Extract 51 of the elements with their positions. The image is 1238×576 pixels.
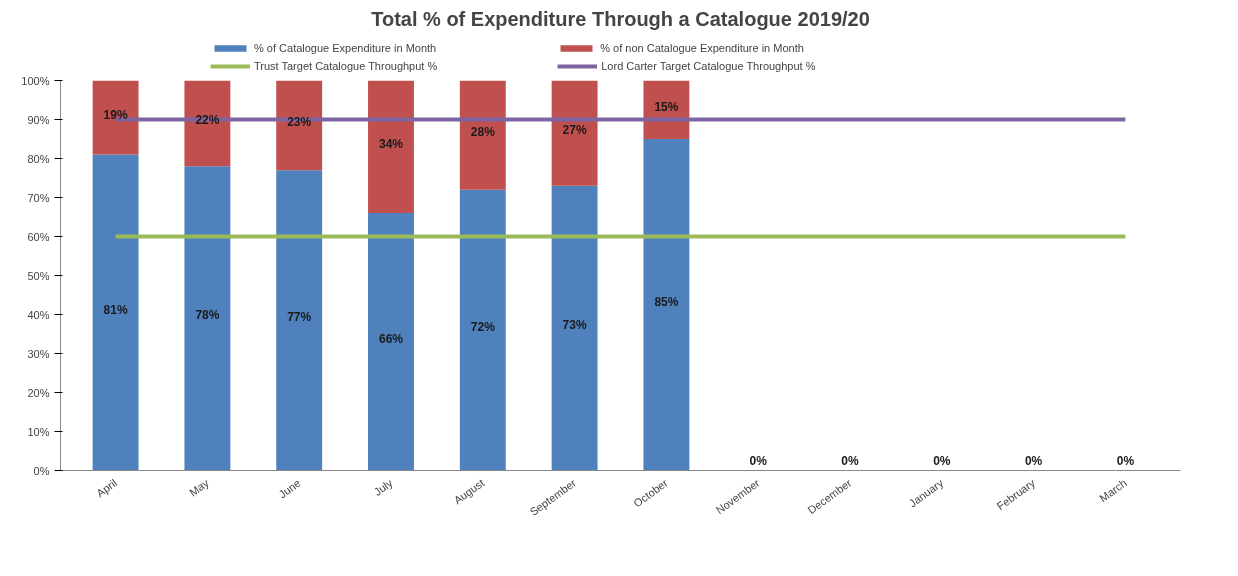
y-tick-label: 90% <box>27 113 50 126</box>
x-tick-label: June <box>276 476 303 501</box>
chart-title: Total % of Expenditure Through a Catalogue 2019/20 <box>371 7 870 30</box>
bar <box>184 166 231 471</box>
x-tick-label: July <box>371 476 395 498</box>
legend-label: % of Catalogue Expenditure in Month <box>254 42 437 54</box>
data-label: 27% <box>562 123 587 138</box>
bar <box>459 80 506 190</box>
data-label: 78% <box>195 308 220 323</box>
y-tick-label: 60% <box>27 230 50 243</box>
data-label: 22% <box>195 113 220 128</box>
legend-label: Trust Target Catalogue Throughput % <box>254 60 438 72</box>
y-tick-label: 0% <box>33 464 50 477</box>
bar <box>368 213 414 471</box>
data-label: 0% <box>841 453 860 468</box>
bar <box>368 80 414 214</box>
bar <box>551 185 598 471</box>
y-tick-label: 100% <box>21 74 50 87</box>
data-label: 73% <box>562 318 587 333</box>
data-label: 72% <box>470 320 496 335</box>
y-tick-label: 70% <box>27 191 50 204</box>
y-tick-label: 20% <box>27 386 50 399</box>
data-label: 81% <box>103 302 128 317</box>
data-label: 0% <box>1116 453 1135 468</box>
data-label: 19% <box>103 107 128 122</box>
bar <box>276 80 323 171</box>
bar <box>643 139 690 471</box>
data-label: 15% <box>654 99 679 114</box>
data-label: 77% <box>287 310 312 325</box>
data-label: 0% <box>749 453 768 468</box>
bar <box>459 189 506 471</box>
bar <box>92 154 139 471</box>
y-tick-label: 40% <box>27 308 50 321</box>
y-tick-label: 10% <box>27 425 50 438</box>
bar <box>92 80 139 155</box>
bar <box>551 80 598 186</box>
bar <box>184 80 231 167</box>
data-label: 34% <box>378 136 404 151</box>
data-label: 23% <box>287 115 312 130</box>
data-label: 28% <box>470 125 496 140</box>
bar <box>276 170 323 471</box>
y-tick-label: 30% <box>27 347 50 360</box>
data-label: 85% <box>654 294 679 309</box>
x-tick-label: May <box>187 476 212 499</box>
y-tick-label: 50% <box>27 269 50 282</box>
y-tick-label: 80% <box>27 152 50 165</box>
legend-label: % of non Catalogue Expenditure in Month <box>600 42 804 54</box>
data-label: 0% <box>1024 453 1043 468</box>
data-label: 0% <box>933 453 951 468</box>
data-label: 66% <box>378 331 404 346</box>
legend-label: Lord Carter Target Catalogue Throughput % <box>601 60 816 72</box>
